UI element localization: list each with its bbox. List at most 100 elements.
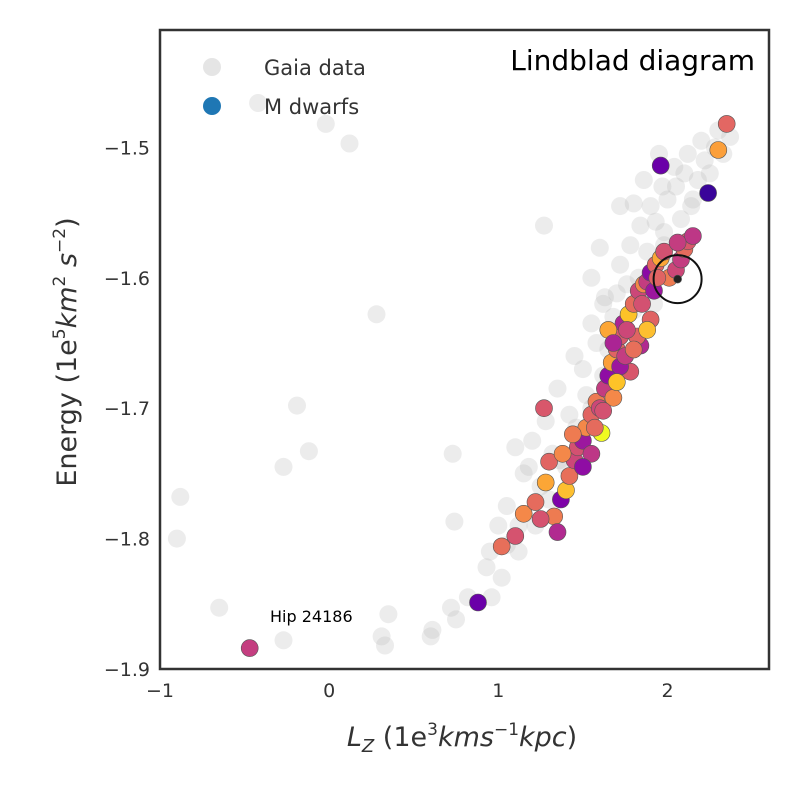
x-tick-label: 2 [661, 680, 673, 702]
gaia-point [672, 210, 690, 229]
gaia-point [595, 288, 614, 307]
gaia-point [611, 197, 630, 216]
mdwarf-point [684, 227, 702, 245]
y-tick-label: −1.9 [104, 659, 150, 681]
y-tick-label: −1.7 [104, 398, 150, 420]
gaia-point [423, 620, 442, 639]
mdwarf-point [492, 537, 511, 556]
gaia-point [573, 360, 592, 379]
gaia-point [372, 627, 391, 646]
gaia-point [582, 268, 601, 287]
x-tick-label: −1 [146, 680, 174, 702]
mdwarf-point [668, 233, 687, 252]
gaia-point [506, 438, 525, 457]
gaia-point [655, 223, 674, 242]
chart-title: Lindblad diagram [510, 44, 755, 77]
mdwarf-point [673, 274, 682, 284]
gaia-point [299, 442, 318, 461]
gaia-point [607, 284, 626, 303]
gaia-point [621, 236, 640, 255]
gaia-point [560, 405, 579, 424]
plot-frame [158, 28, 771, 671]
mdwarf-point [633, 295, 651, 313]
gaia-point [492, 568, 511, 587]
gaia-point [582, 314, 601, 333]
gaia-point [445, 512, 464, 531]
gaia-point [565, 347, 584, 365]
y-tick-label: −1.5 [104, 137, 150, 159]
gaia-point [653, 177, 672, 196]
axis-ticks: −1 0 1 2 −1.5 −1.6 −1.7 −1.8 −1.9 [104, 137, 674, 702]
gaia-point [631, 216, 650, 235]
mdwarf-point [648, 268, 667, 287]
mdwarf-point [638, 321, 657, 339]
gaia-point [523, 431, 542, 450]
x-tick-label: 0 [323, 680, 335, 702]
mdwarf-point [699, 184, 717, 202]
mdwarf-point [506, 527, 525, 545]
y-axis-title: Energy (1e5km2 s−2) [50, 217, 83, 486]
mdwarf-point [560, 467, 579, 485]
mdwarf-point [540, 452, 558, 471]
mdwarf-point [240, 639, 259, 657]
gaia-point [443, 444, 462, 463]
gaia-point [274, 457, 293, 476]
gaia-point [288, 396, 306, 415]
gaia-point [514, 464, 533, 483]
gaia-point [634, 171, 653, 189]
gaia-point [678, 144, 697, 163]
gaia-point [638, 242, 657, 261]
mdwarf-point [526, 493, 545, 511]
mdwarf-point [531, 510, 550, 528]
mdwarf-point [514, 504, 533, 523]
mdwarf-point [585, 418, 604, 437]
gaia-point [536, 412, 555, 431]
mdwarf-point [624, 340, 643, 359]
gaia-point [509, 542, 528, 561]
gaia-point [548, 379, 567, 398]
x-tick-label: 1 [492, 680, 504, 702]
mdwarf-point [651, 156, 670, 175]
mdwarf-point [717, 115, 736, 133]
mdwarf-point [594, 401, 613, 420]
gaia-point [167, 529, 186, 548]
gaia-point [646, 212, 665, 231]
gaia-point [519, 457, 538, 476]
mdwarf-point [535, 399, 553, 418]
mdwarf-points [240, 115, 736, 657]
gaia-point [379, 605, 398, 624]
gaia-point [667, 177, 685, 196]
gaia-point [477, 558, 496, 577]
gaia-point [367, 305, 386, 324]
gaia-point [641, 197, 660, 216]
gaia-point [688, 171, 707, 189]
legend-gaia-label: Gaia data [264, 56, 366, 80]
hip-24186-annotation: Hip 24186 [270, 607, 353, 626]
legend-mdwarf-marker [203, 97, 221, 115]
gaia-point [611, 255, 630, 274]
gaia-point [249, 94, 268, 112]
gaia-point [210, 598, 229, 617]
mdwarf-point [574, 458, 592, 476]
gaia-point [535, 216, 553, 235]
gaia-point [421, 627, 440, 646]
gaia-point [497, 497, 516, 515]
mdwarf-point [618, 321, 636, 339]
gaia-point [675, 164, 694, 183]
gaia-point [376, 636, 394, 655]
gaia-point [442, 598, 460, 617]
gaia-point [447, 610, 465, 629]
x-axis-title: LZ (1e3kms−1kpc) [347, 720, 577, 757]
gaia-point [624, 194, 643, 213]
mdwarf-point [604, 334, 623, 352]
gaia-point [682, 197, 701, 216]
y-tick-label: −1.8 [104, 529, 150, 551]
gaia-point [340, 134, 359, 153]
gaia-point [489, 516, 508, 535]
gaia-point [665, 157, 684, 176]
gaia-point [590, 238, 609, 257]
highlight-circle [652, 254, 703, 305]
mdwarf-point [563, 425, 582, 444]
gaia-point [171, 487, 190, 506]
